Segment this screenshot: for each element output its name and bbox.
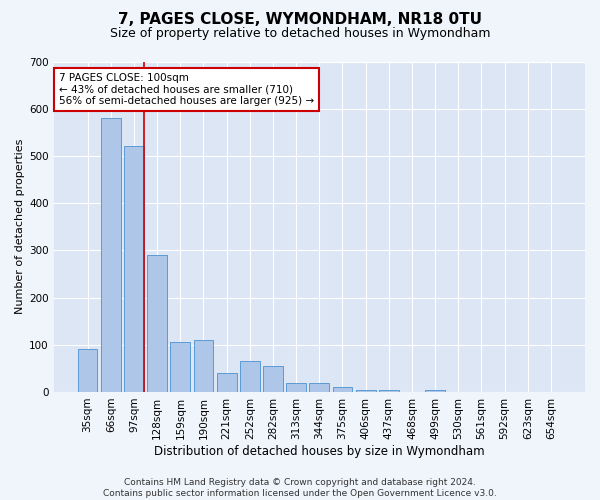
Text: 7 PAGES CLOSE: 100sqm
← 43% of detached houses are smaller (710)
56% of semi-det: 7 PAGES CLOSE: 100sqm ← 43% of detached … [59, 73, 314, 106]
Bar [356, 390, 376, 392]
Bar [379, 390, 398, 392]
Bar [217, 373, 236, 392]
Bar [148, 255, 167, 392]
Bar [101, 118, 121, 392]
Text: Size of property relative to detached houses in Wymondham: Size of property relative to detached ho… [110, 28, 490, 40]
Bar [194, 340, 214, 392]
Bar [310, 382, 329, 392]
Bar [124, 146, 144, 392]
Bar [78, 350, 97, 392]
Text: 7, PAGES CLOSE, WYMONDHAM, NR18 0TU: 7, PAGES CLOSE, WYMONDHAM, NR18 0TU [118, 12, 482, 28]
Bar [263, 366, 283, 392]
Bar [332, 387, 352, 392]
Bar [170, 342, 190, 392]
Bar [425, 390, 445, 392]
Text: Contains HM Land Registry data © Crown copyright and database right 2024.
Contai: Contains HM Land Registry data © Crown c… [103, 478, 497, 498]
Bar [240, 362, 260, 392]
X-axis label: Distribution of detached houses by size in Wymondham: Distribution of detached houses by size … [154, 444, 485, 458]
Y-axis label: Number of detached properties: Number of detached properties [15, 139, 25, 314]
Bar [286, 382, 306, 392]
